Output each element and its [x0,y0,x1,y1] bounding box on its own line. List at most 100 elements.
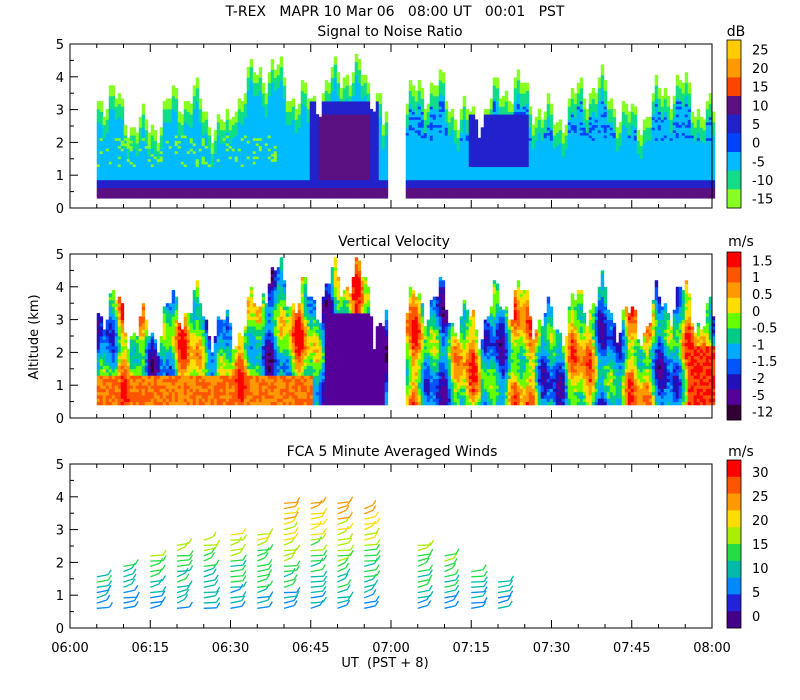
snr-cell [411,182,416,186]
snr-cell [504,93,509,97]
snr-cell [108,132,113,136]
snr-cell [240,182,245,186]
snr-cell [273,166,278,170]
snr-cell [99,101,104,105]
snr-cell [438,82,443,86]
snr-cell [237,135,242,139]
snr-cell [339,158,344,162]
snr-cell [366,166,371,170]
snr-cell [285,143,290,147]
snr-cell [294,177,299,181]
snr-cell [174,148,179,152]
snr-cell [258,164,263,168]
snr-cell [96,108,101,112]
snr-cell [243,132,248,136]
snr-cell [201,177,206,181]
snr-cell [207,182,212,186]
snr-cell [495,98,500,102]
snr-cell [210,158,215,162]
snr-cell [432,171,437,175]
snr-cell [495,195,500,199]
snr-cell [453,185,458,189]
snr-cell [429,114,434,118]
snr-cell [111,179,116,183]
snr-cell [330,145,335,149]
snr-cell [102,122,107,126]
snr-cell [291,140,296,144]
snr-cell [360,185,365,189]
snr-cell [108,116,113,120]
snr-cell [285,185,290,189]
snr-cell [468,171,473,175]
snr-cell [348,103,353,107]
snr-cell [213,187,218,191]
snr-cell [312,108,317,112]
snr-cell [459,158,464,162]
snr-cell [468,182,473,186]
snr-cell [177,182,182,186]
snr-cell [159,127,164,131]
snr-cell [231,179,236,183]
snr-cell [345,82,350,86]
snr-cell [438,119,443,123]
snr-cell [381,140,386,144]
snr-cell [501,124,506,128]
snr-cell [477,156,482,160]
snr-cell [195,145,200,149]
snr-cell [300,98,305,102]
snr-cell [318,192,323,196]
snr-cell [348,164,353,168]
snr-cell [273,190,278,194]
snr-cell [207,166,212,170]
snr-cell [183,129,188,133]
snr-cell [330,171,335,175]
snr-cell [171,119,176,123]
snr-cell [465,143,470,147]
snr-cell [252,164,257,168]
snr-cell [96,169,101,173]
snr-cell [330,174,335,178]
snr-cell [198,111,203,115]
snr-cell [138,158,143,162]
snr-cell [144,161,149,165]
snr-cell [282,166,287,170]
snr-cell [375,148,380,152]
snr-cell [114,98,119,102]
snr-cell [348,132,353,136]
snr-cell [441,135,446,139]
snr-cell [426,153,431,157]
snr-cell [372,192,377,196]
snr-cell [273,127,278,131]
snr-cell [174,182,179,186]
snr-cell [171,174,176,178]
snr-cell [225,132,230,136]
snr-cell [219,195,224,199]
snr-cell [234,169,239,173]
snr-cell [162,145,167,149]
snr-cell [483,166,488,170]
snr-cell [171,150,176,154]
snr-cell [303,93,308,97]
snr-cell [330,164,335,168]
snr-cell [297,103,302,107]
snr-cell [282,82,287,86]
snr-cell [411,179,416,183]
snr-cell [486,145,491,149]
snr-cell [480,195,485,199]
snr-cell [192,132,197,136]
snr-cell [441,158,446,162]
snr-cell [279,129,284,133]
snr-cell [459,153,464,157]
snr-cell [171,169,176,173]
snr-cell [249,174,254,178]
snr-cell [441,190,446,194]
snr-cell [228,156,233,160]
snr-cell [348,137,353,141]
snr-cell [201,171,206,175]
snr-cell [375,106,380,110]
snr-cell [309,195,314,199]
snr-cell [492,182,497,186]
snr-cell [414,153,419,157]
snr-cell [456,150,461,154]
